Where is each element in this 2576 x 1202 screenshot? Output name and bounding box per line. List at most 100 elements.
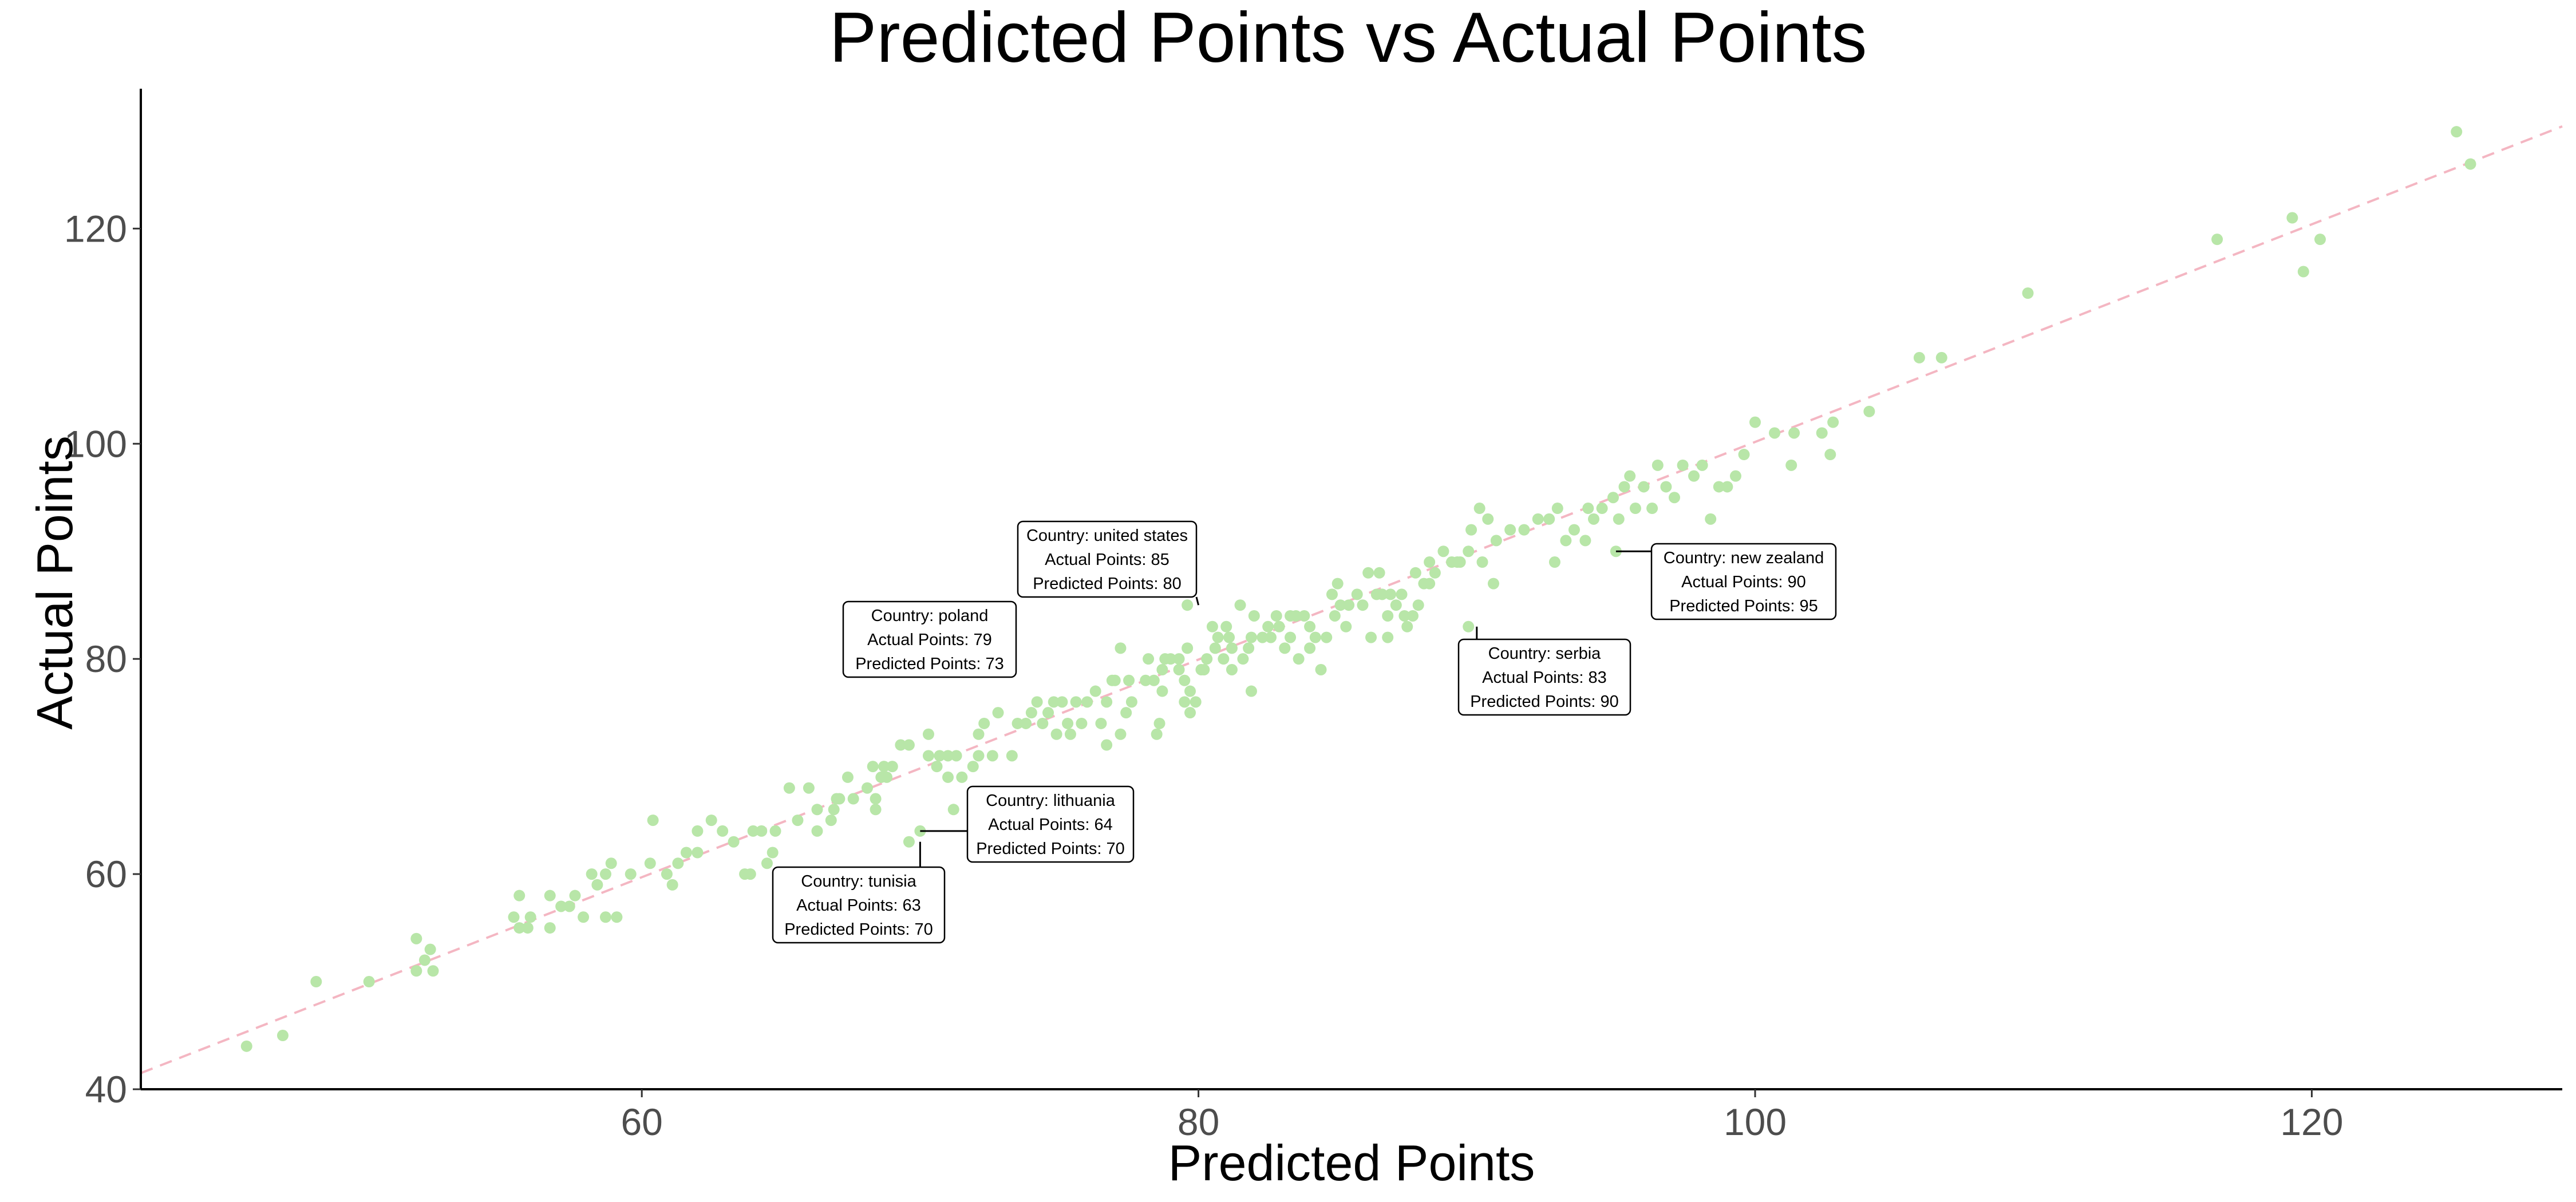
data-point — [895, 739, 907, 751]
data-point — [586, 868, 598, 880]
data-point — [1109, 674, 1121, 686]
data-point — [1257, 631, 1269, 643]
data-point — [1465, 524, 1477, 536]
data-point — [1293, 653, 1305, 665]
data-point — [1223, 631, 1235, 643]
data-point — [1179, 674, 1191, 686]
data-point — [973, 750, 985, 762]
data-point — [811, 825, 823, 837]
data-point — [524, 911, 536, 923]
data-point — [1401, 620, 1413, 632]
data-point — [986, 750, 998, 762]
data-point — [661, 868, 673, 880]
data-point — [1048, 696, 1060, 708]
data-point — [942, 750, 954, 762]
data-point — [1351, 588, 1363, 600]
data-point — [1201, 653, 1213, 665]
data-point — [1182, 599, 1194, 611]
data-point — [418, 954, 430, 966]
data-point — [1390, 599, 1402, 611]
data-point — [1463, 545, 1475, 557]
data-point — [1373, 567, 1385, 579]
data-point — [1424, 556, 1436, 568]
data-point — [1334, 599, 1346, 611]
annotation-box — [966, 785, 1135, 863]
data-point — [1660, 481, 1672, 493]
data-point — [569, 889, 581, 902]
annotation-new-zealand: Country: new zealand Actual Points: 90 Pre… — [1615, 543, 1837, 620]
data-point — [1273, 620, 1285, 632]
data-point — [847, 793, 859, 805]
data-point — [922, 728, 934, 740]
data-point — [792, 814, 804, 827]
data-point — [867, 761, 879, 773]
data-point — [1156, 685, 1168, 697]
annotation-text: Country: lithuania — [986, 792, 1116, 810]
annotation-box — [772, 866, 946, 944]
data-point — [427, 965, 439, 977]
data-point — [1184, 707, 1196, 719]
data-point — [1652, 459, 1664, 471]
annotation-text: Predicted Points: 70 — [976, 840, 1125, 858]
annotation-text: Predicted Points: 90 — [1470, 693, 1619, 711]
data-point — [1245, 685, 1257, 697]
data-point — [1064, 728, 1076, 740]
data-point — [672, 857, 684, 869]
data-point — [1729, 470, 1741, 482]
annotation-tunisia: Country: tunisia Actual Points: 63 Predict… — [772, 841, 946, 944]
data-point — [1613, 513, 1625, 525]
data-point — [1624, 470, 1636, 482]
data-point — [1376, 588, 1388, 600]
data-point — [1568, 524, 1580, 536]
data-point — [310, 976, 322, 988]
data-point — [563, 900, 575, 912]
data-point — [1120, 707, 1132, 719]
data-point — [1788, 427, 1800, 439]
data-point — [1705, 513, 1717, 525]
data-point — [1050, 728, 1062, 740]
annotation-serbia: Country: serbia Actual Points: 83 Predicte… — [1457, 626, 1631, 716]
data-point — [1089, 685, 1101, 697]
data-point — [1382, 610, 1394, 622]
data-point — [1037, 717, 1049, 729]
data-point — [666, 879, 678, 891]
data-point — [1143, 653, 1155, 665]
data-point — [1279, 642, 1291, 654]
data-point — [2022, 287, 2034, 299]
data-point — [1607, 492, 1619, 504]
annotation-box — [1457, 638, 1631, 716]
axes: 60 80 100 120 40 60 80 100 120 — [64, 89, 2562, 1143]
data-point — [1913, 351, 1925, 363]
data-point — [967, 761, 979, 773]
data-point — [2211, 234, 2223, 246]
x-ticks: 60 80 100 120 — [621, 1089, 2343, 1143]
data-point — [1769, 427, 1781, 439]
data-point — [947, 804, 959, 816]
x-tick-label: 120 — [2280, 1101, 2343, 1143]
data-point — [1532, 513, 1544, 525]
data-point — [1190, 696, 1202, 708]
data-point — [2314, 234, 2326, 246]
data-point — [705, 814, 717, 827]
data-point — [1406, 610, 1419, 622]
data-point — [1548, 556, 1560, 568]
data-point — [1270, 610, 1282, 622]
data-point — [747, 825, 759, 837]
annotations-layer: Country: tunisia Actual Points: 63 Predict… — [772, 520, 1837, 944]
y-tick-label: 40 — [85, 1068, 127, 1110]
data-point — [1677, 459, 1689, 471]
data-point — [1588, 513, 1599, 525]
data-point — [555, 900, 567, 912]
data-point — [881, 771, 893, 783]
data-point — [1115, 728, 1127, 740]
annotation-text: Country: united states — [1026, 527, 1188, 545]
annotation-text: Predicted Points: 95 — [1669, 597, 1818, 615]
data-point — [886, 761, 898, 773]
data-point — [1385, 588, 1397, 600]
data-point — [1101, 739, 1113, 751]
data-point — [1290, 610, 1302, 622]
data-point — [1262, 620, 1274, 632]
data-point — [1476, 556, 1488, 568]
y-tick-label: 120 — [64, 207, 127, 250]
